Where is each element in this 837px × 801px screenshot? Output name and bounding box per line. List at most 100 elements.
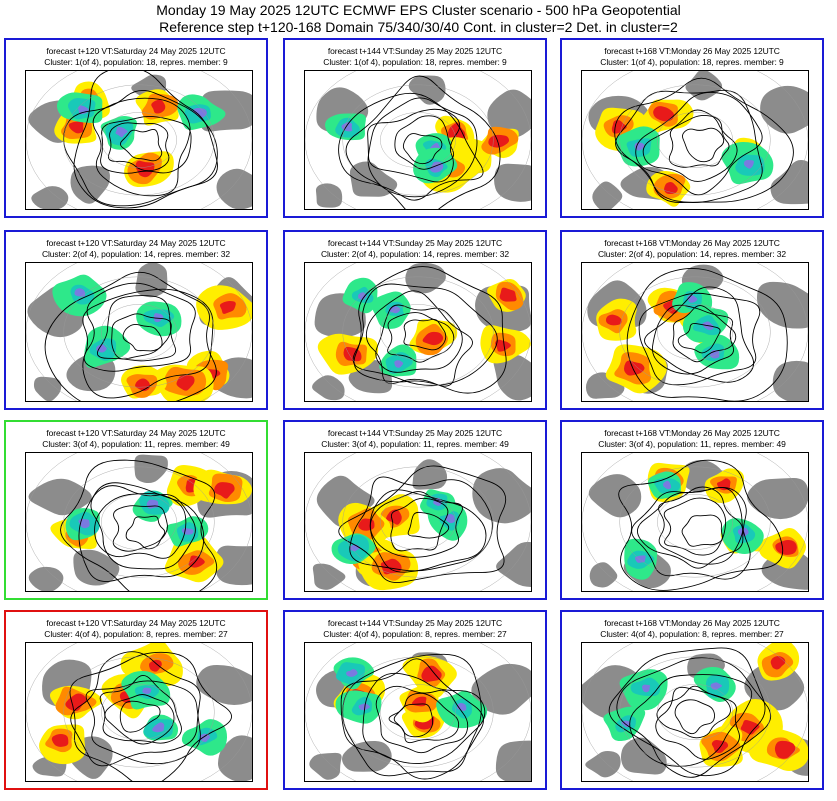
positive-anomaly [68,121,84,134]
geopotential-contour [402,133,443,165]
negative-anomaly [192,107,207,118]
geopotential-map [581,70,809,210]
panel-cluster-label: Cluster: 3(of 4), population: 11, repres… [42,439,230,449]
graticule-line [342,656,494,768]
positive-anomaly [149,659,162,672]
land-mass [760,85,808,134]
geopotential-contour [125,515,166,550]
geopotential-map [25,452,253,592]
geopotential-contour [349,476,493,572]
graticule-line [63,656,215,768]
geopotential-map [581,452,809,592]
negative-anomaly [96,344,107,353]
geopotential-contour [90,485,196,570]
panel-forecast-header: forecast t+120 VT:Saturday 24 May 2025 1… [46,618,226,628]
map-canvas [305,263,531,401]
graticule-line [101,304,177,360]
land-mass [772,360,808,401]
graticule-line [101,684,177,740]
panel-forecast-header: forecast t+168 VT:Monday 26 May 2025 12U… [604,46,780,56]
land-mass [215,545,252,586]
graticule-line [657,494,733,550]
graticule-line [619,84,771,196]
graticule-line [380,494,456,550]
panel-cluster-label: Cluster: 3(of 4), population: 11, repres… [598,439,786,449]
map-canvas [305,71,531,209]
negative-anomaly [641,684,651,693]
map-canvas [305,643,531,781]
land-mass [342,740,392,772]
geopotential-contour [403,318,447,351]
graticule-line [619,656,771,768]
panel-forecast-header: forecast t+168 VT:Monday 26 May 2025 12U… [604,428,780,438]
graticule-line [63,84,215,196]
positive-anomaly [775,539,797,555]
negative-anomaly [358,292,367,300]
panel-cluster4-t144: forecast t+144 VT:Sunday 25 May 2025 12U… [283,610,547,790]
positive-anomaly [422,331,444,346]
panel-cluster1-t168: forecast t+168 VT:Monday 26 May 2025 12U… [560,38,824,218]
geopotential-contour [99,674,182,744]
positive-anomaly [664,181,678,195]
geopotential-contour [644,286,755,383]
geopotential-map [304,642,532,782]
land-mass [315,183,343,208]
panel-forecast-header: forecast t+144 VT:Sunday 25 May 2025 12U… [327,618,503,628]
geopotential-contour [608,647,766,777]
panel-cluster1-t144: forecast t+144 VT:Sunday 25 May 2025 12U… [283,38,547,218]
panel-cluster1-t120: forecast t+120 VT:Saturday 24 May 2025 1… [4,38,268,218]
geopotential-contour [340,658,484,780]
page-subtitle: Reference step t+120-168 Domain 75/340/3… [159,19,678,35]
land-mass [685,71,723,101]
panel-cluster-label: Cluster: 2(of 4), population: 14, repres… [597,249,787,259]
panel-cluster-label: Cluster: 1(of 4), population: 18, repres… [44,57,228,67]
panel-cluster2-t144: forecast t+144 VT:Sunday 25 May 2025 12U… [283,230,547,410]
geopotential-contour [107,122,170,172]
panel-cluster-label: Cluster: 4(of 4), population: 8, repres.… [44,629,228,639]
panel-cluster-label: Cluster: 1(of 4), population: 18, repres… [600,57,784,67]
land-mass [28,566,64,591]
graticule-line [657,304,733,360]
panel-forecast-header: forecast t+168 VT:Monday 26 May 2025 12U… [604,618,780,628]
graticule-line [342,84,494,196]
geopotential-contour [365,290,473,387]
panel-forecast-header: forecast t+168 VT:Monday 26 May 2025 12U… [604,238,780,248]
geopotential-contour [112,505,168,552]
positive-anomaly [214,482,235,499]
graticule-line [342,276,494,388]
geopotential-contour [629,674,753,767]
graticule-line [619,276,771,388]
geopotential-contour [85,680,201,765]
positive-anomaly [499,287,517,302]
map-canvas [26,71,252,209]
geopotential-contour [681,514,723,547]
geopotential-contour [70,651,201,767]
panel-forecast-header: forecast t+144 VT:Sunday 25 May 2025 12U… [327,238,503,248]
land-mass [471,663,531,715]
geopotential-contour [655,686,740,760]
land-mass [472,468,531,524]
map-canvas [26,263,252,401]
negative-anomaly [358,703,370,711]
positive-anomaly [135,378,150,392]
map-canvas [582,643,808,781]
geopotential-contour [362,672,486,765]
panel-forecast-header: forecast t+120 VT:Saturday 24 May 2025 1… [46,238,226,248]
geopotential-contour [97,295,177,362]
geopotential-map [304,452,532,592]
graticule-line [380,304,456,360]
page-title: Monday 19 May 2025 12UTC ECMWF EPS Clust… [156,2,681,18]
geopotential-contour [338,92,484,201]
graticule-line [657,112,733,168]
graticule-line [380,684,456,740]
positive-anomaly [624,360,645,376]
geopotential-contour [393,703,434,738]
land-mass [747,478,808,520]
negative-anomaly [634,555,646,563]
geopotential-contour [677,323,721,354]
negative-anomaly [445,513,455,524]
positive-anomaly [653,106,675,122]
positive-anomaly [774,740,796,759]
panel-cluster3-t144: forecast t+144 VT:Sunday 25 May 2025 12U… [283,420,547,600]
geopotential-contour [375,304,463,373]
